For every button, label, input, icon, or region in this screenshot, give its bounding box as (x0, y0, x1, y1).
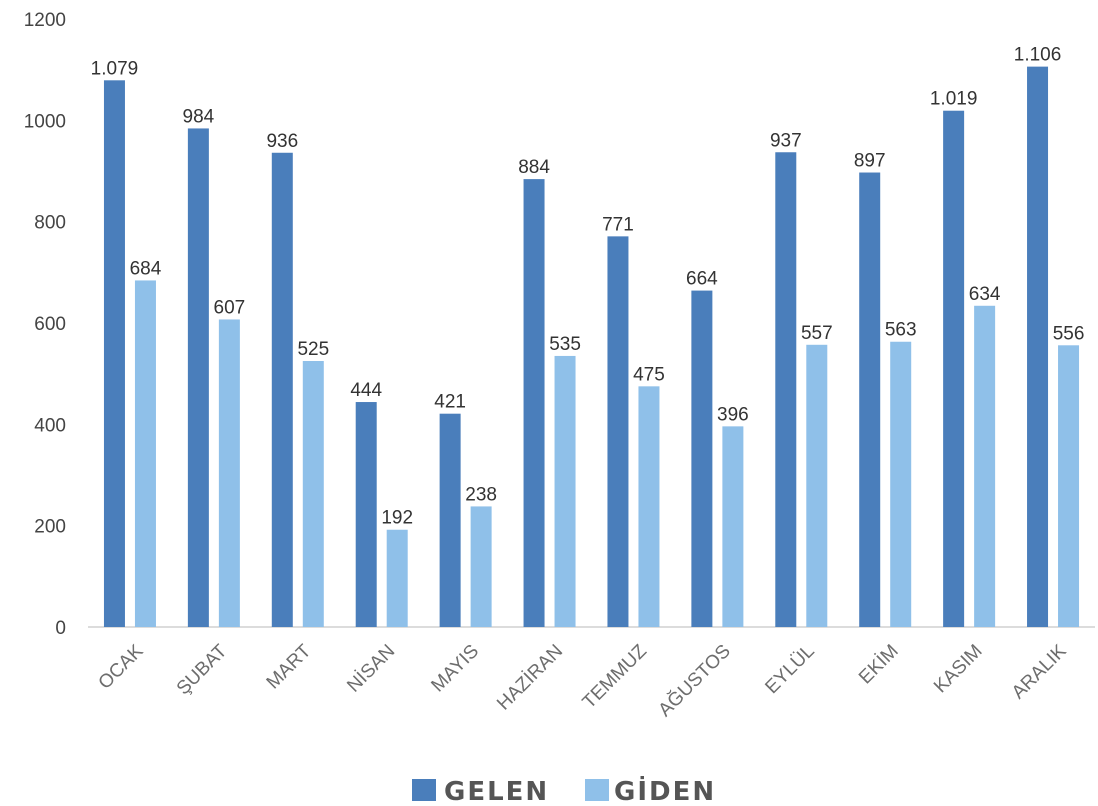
x-axis: OCAK ŞUBAT MART NİSAN MAYIS HAZİRAN TEMMUZ AĞUS… (95, 640, 1071, 721)
x-tick-label: ARALIK (1008, 640, 1071, 703)
data-label: 984 (183, 106, 215, 127)
bar-gi̇den-6 (638, 386, 660, 627)
bar-gi̇den-8 (806, 344, 828, 627)
data-label: 771 (602, 214, 634, 235)
y-tick-label: 0 (55, 618, 66, 639)
bar-gelen-6 (607, 236, 629, 628)
x-tick-label: KASIM (930, 641, 987, 698)
bar-gi̇den-7 (722, 426, 744, 627)
data-label: 396 (717, 404, 749, 425)
x-tick-label: MAYIS (427, 641, 483, 697)
bar-gelen-10 (943, 110, 965, 627)
y-tick-label: 1000 (24, 111, 66, 132)
bar-gi̇den-3 (386, 529, 408, 627)
data-label: 563 (885, 320, 917, 341)
data-label: 421 (434, 392, 466, 413)
y-tick-label: 400 (34, 415, 66, 436)
legend-label: GELEN (444, 777, 549, 806)
bar-gelen-2 (271, 152, 293, 627)
bar-gi̇den-4 (470, 506, 492, 627)
x-tick-label: ŞUBAT (173, 640, 232, 699)
legend-swatch-gelen (412, 779, 436, 801)
legend-label: GİDEN (614, 775, 716, 806)
data-label: 936 (266, 131, 298, 152)
data-label: 664 (686, 269, 718, 290)
data-label: 192 (381, 508, 413, 529)
bar-gelen-5 (523, 179, 545, 627)
bar-gi̇den-0 (134, 280, 156, 627)
y-tick-label: 600 (34, 314, 66, 335)
bar-gelen-8 (775, 152, 797, 627)
data-label: 557 (801, 323, 833, 344)
x-tick-label: OCAK (95, 640, 148, 693)
data-label: 556 (1053, 323, 1085, 344)
x-tick-label: AĞUSTOS (654, 640, 735, 721)
x-tick-label: MART (263, 640, 316, 693)
y-tick-label: 800 (34, 213, 66, 234)
bar-gelen-0 (103, 80, 125, 628)
data-label: 684 (130, 258, 162, 279)
bar-gi̇den-9 (890, 341, 912, 627)
bar-gi̇den-5 (554, 355, 576, 627)
bar-gelen-11 (1027, 66, 1049, 628)
bar-gi̇den-10 (974, 305, 996, 627)
bar-gelen-3 (355, 402, 377, 627)
x-tick-label: TEMMUZ (579, 640, 652, 713)
y-tick-label: 1200 (24, 10, 66, 31)
bar-gelen-4 (439, 413, 461, 627)
data-label: 634 (969, 284, 1001, 305)
data-label: 897 (854, 151, 886, 172)
bar-gelen-7 (691, 290, 713, 627)
data-label: 444 (350, 380, 382, 401)
data-label: 937 (770, 130, 802, 151)
x-tick-label: EKİM (855, 641, 903, 689)
bar-gi̇den-11 (1058, 345, 1080, 627)
data-label: 1.106 (1014, 45, 1062, 66)
bars-group (103, 66, 1080, 628)
data-label: 238 (465, 484, 497, 505)
bar-gelen-1 (187, 128, 209, 627)
data-label: 475 (633, 364, 665, 385)
data-label: 1.019 (930, 89, 978, 110)
data-label: 1.079 (91, 58, 139, 79)
data-label: 535 (549, 334, 581, 355)
data-label: 884 (518, 157, 550, 178)
legend-swatch-gi̇den (585, 779, 609, 801)
bar-gi̇den-1 (218, 319, 240, 627)
x-tick-label: NİSAN (343, 641, 399, 697)
x-tick-label: HAZİRAN (493, 641, 567, 715)
bar-gelen-9 (859, 172, 881, 627)
y-axis: 0 200 400 600 800 1000 1200 (24, 10, 66, 639)
data-label: 607 (214, 297, 246, 318)
data-labels-group: 1.079 684 984 607 936 525 444 192 421 238 884 535 77… (91, 45, 1085, 529)
legend: GELEN GİDEN (412, 775, 716, 806)
bar-gi̇den-2 (302, 361, 324, 627)
x-tick-label: EYLÜL (761, 641, 818, 698)
data-label: 525 (297, 339, 329, 360)
y-tick-label: 200 (34, 517, 66, 538)
